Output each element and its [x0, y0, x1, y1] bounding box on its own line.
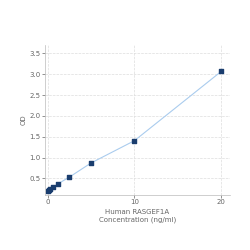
Point	[219, 69, 223, 73]
Point	[48, 187, 52, 191]
Point	[89, 161, 93, 165]
X-axis label: Human RASGEF1A
Concentration (ng/ml): Human RASGEF1A Concentration (ng/ml)	[99, 209, 176, 223]
Point	[67, 175, 71, 179]
Y-axis label: OD: OD	[21, 115, 27, 125]
Point	[47, 188, 51, 192]
Point	[132, 139, 136, 143]
Point	[51, 186, 55, 190]
Point	[56, 182, 60, 186]
Point	[46, 189, 50, 193]
